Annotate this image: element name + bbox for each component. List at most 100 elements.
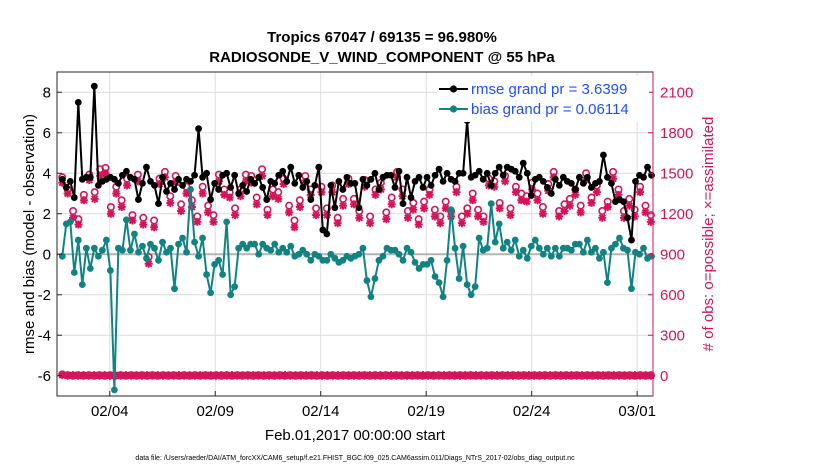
bias-point (367, 293, 375, 301)
bias-point (74, 236, 82, 244)
bias-point (98, 246, 106, 254)
obs-assimilated-marker (463, 210, 471, 218)
obs-assimilated-marker (360, 372, 369, 380)
bias-point (183, 248, 190, 256)
rmse-point (311, 182, 319, 189)
rmse-point (74, 98, 82, 106)
rmse-point (367, 175, 375, 183)
obs-assimilated-marker (555, 212, 563, 221)
obs-assimilated-marker (222, 372, 231, 380)
legend: rmse grand pr = 3.6399 bias grand pr = 0… (437, 76, 649, 122)
bias-point (435, 279, 443, 286)
obs-assimilated-marker (177, 207, 185, 215)
rmse-point (567, 179, 575, 187)
rmse-point (624, 214, 631, 222)
obs-assimilated-marker (572, 372, 581, 380)
obs-assimilated-marker (139, 220, 147, 229)
legend-label-bias: bias grand pr = 0.06114 (471, 101, 629, 118)
bias-point (399, 256, 407, 264)
obs-assimilated-marker (252, 200, 261, 209)
obs-assimilated-marker (641, 208, 650, 217)
bias-point (119, 246, 126, 254)
obs-assimilated-marker (431, 212, 439, 221)
y-tick-label: 2 (43, 206, 51, 223)
rmse-point (123, 167, 130, 175)
obs-assimilated-marker (225, 193, 234, 202)
obs-assimilated-marker (615, 372, 623, 380)
rmse-point (479, 175, 487, 183)
bias-point (487, 200, 495, 208)
obs-assimilated-marker (138, 372, 146, 380)
obs-assimilated-marker (495, 204, 504, 213)
obs-assimilated-marker (488, 372, 496, 380)
y2-axis-label: # of obs: o=possible; ×=assimilated (700, 117, 717, 352)
rmse-point (495, 163, 503, 171)
bias-point (363, 277, 371, 284)
bias-point (547, 252, 555, 260)
bias-point (135, 248, 142, 256)
rmse-point (259, 184, 267, 191)
obs-assimilated-marker (387, 200, 396, 209)
rmse-point (143, 163, 150, 171)
bias-point (459, 242, 467, 250)
rmse-point (295, 171, 303, 179)
x-axis-label: Feb.01,2017 00:00:00 start (265, 427, 446, 444)
obs-assimilated-marker (333, 219, 342, 227)
bias-point (636, 250, 643, 258)
rmse-point (251, 179, 259, 187)
obs-assimilated-marker (144, 259, 153, 268)
obs-assimilated-marker (150, 223, 158, 231)
rmse-point (527, 192, 535, 199)
obs-assimilated-marker (169, 372, 178, 380)
bias-point (355, 250, 363, 258)
rmse-point (90, 82, 98, 90)
bias-point (255, 250, 263, 258)
obs-assimilated-marker (539, 210, 547, 218)
obs-assimilated-marker (201, 372, 210, 380)
obs-assimilated-marker (541, 372, 549, 380)
rmse-point (620, 198, 627, 206)
bias-point (102, 236, 110, 244)
obs-assimilated-marker (424, 372, 432, 380)
rmse-point (395, 167, 403, 175)
rmse-point (644, 163, 651, 171)
rmse-point (86, 173, 94, 181)
bias-point (323, 256, 331, 264)
rmse-point (431, 171, 439, 179)
obs-assimilated-marker (522, 197, 531, 206)
obs-assimilated-marker (317, 188, 326, 196)
rmse-point (239, 182, 247, 189)
obs-assimilated-marker (117, 203, 126, 211)
obs-assimilated-marker (519, 372, 528, 380)
chart-subtitle: RADIOSONDE_V_WIND_COMPONENT @ 55 hPa (209, 49, 555, 66)
rmse-point (515, 173, 523, 181)
rmse-point (547, 190, 555, 197)
obs-assimilated-marker (530, 372, 538, 380)
bias-point (467, 291, 475, 299)
obs-assimilated-marker (285, 208, 293, 217)
bias-point (207, 289, 214, 297)
rmse-point (600, 151, 607, 159)
rmse-point (58, 175, 66, 183)
rmse-point (203, 169, 210, 177)
obs-assimilated-marker (318, 372, 326, 380)
bias-point (175, 240, 182, 248)
obs-assimilated-marker (625, 201, 633, 210)
rmse-point (443, 169, 451, 177)
legend-label-rmse: rmse grand pr = 3.6399 (471, 81, 627, 98)
rmse-point (70, 194, 78, 201)
obs-assimilated-marker (506, 211, 515, 219)
x-tick-label: 02/24 (513, 403, 551, 420)
rmse-point (227, 184, 235, 191)
bias-point (283, 248, 291, 256)
obs-assimilated-marker (441, 204, 450, 213)
obs-assimilated-marker (220, 191, 228, 199)
obs-assimilated-marker (435, 372, 443, 380)
obs-assimilated-marker (562, 372, 570, 380)
rmse-point (451, 177, 459, 185)
bias-point (231, 283, 239, 291)
rmse-point (163, 188, 170, 195)
bias-point (535, 244, 543, 252)
bias-point (519, 246, 527, 254)
rmse-point (640, 173, 647, 181)
